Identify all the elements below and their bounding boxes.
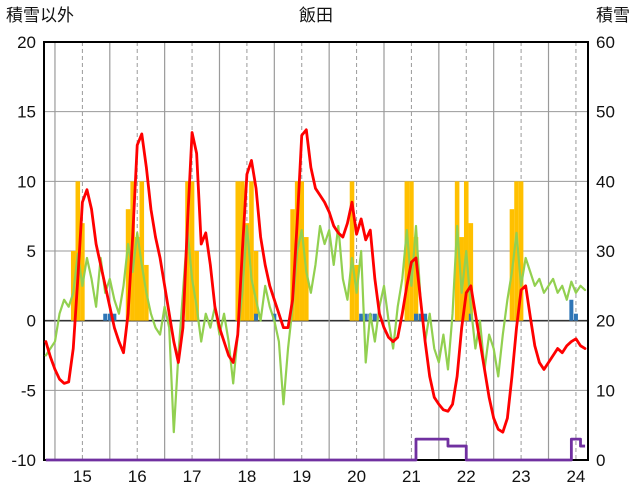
svg-text:-5: -5 bbox=[21, 381, 36, 400]
svg-text:16: 16 bbox=[128, 467, 147, 486]
svg-text:22: 22 bbox=[457, 467, 476, 486]
svg-text:23: 23 bbox=[512, 467, 531, 486]
svg-text:-10: -10 bbox=[11, 451, 36, 470]
left-axis-title: 積雪以外 bbox=[6, 6, 74, 25]
svg-text:30: 30 bbox=[596, 242, 615, 261]
svg-text:21: 21 bbox=[402, 467, 421, 486]
svg-text:5: 5 bbox=[27, 242, 36, 261]
svg-text:0: 0 bbox=[27, 312, 36, 331]
svg-text:24: 24 bbox=[566, 467, 585, 486]
right-axis-title: 積雪 bbox=[596, 6, 630, 25]
svg-text:15: 15 bbox=[17, 103, 36, 122]
svg-text:18: 18 bbox=[237, 467, 256, 486]
svg-text:40: 40 bbox=[596, 172, 615, 191]
svg-text:10: 10 bbox=[596, 381, 615, 400]
svg-text:20: 20 bbox=[596, 312, 615, 331]
svg-text:50: 50 bbox=[596, 103, 615, 122]
svg-text:20: 20 bbox=[17, 33, 36, 52]
chart-title: 飯田 bbox=[299, 6, 333, 25]
svg-text:10: 10 bbox=[17, 172, 36, 191]
svg-text:0: 0 bbox=[596, 451, 605, 470]
svg-text:17: 17 bbox=[183, 467, 202, 486]
svg-text:15: 15 bbox=[73, 467, 92, 486]
svg-text:19: 19 bbox=[292, 467, 311, 486]
svg-text:20: 20 bbox=[347, 467, 366, 486]
svg-text:60: 60 bbox=[596, 33, 615, 52]
